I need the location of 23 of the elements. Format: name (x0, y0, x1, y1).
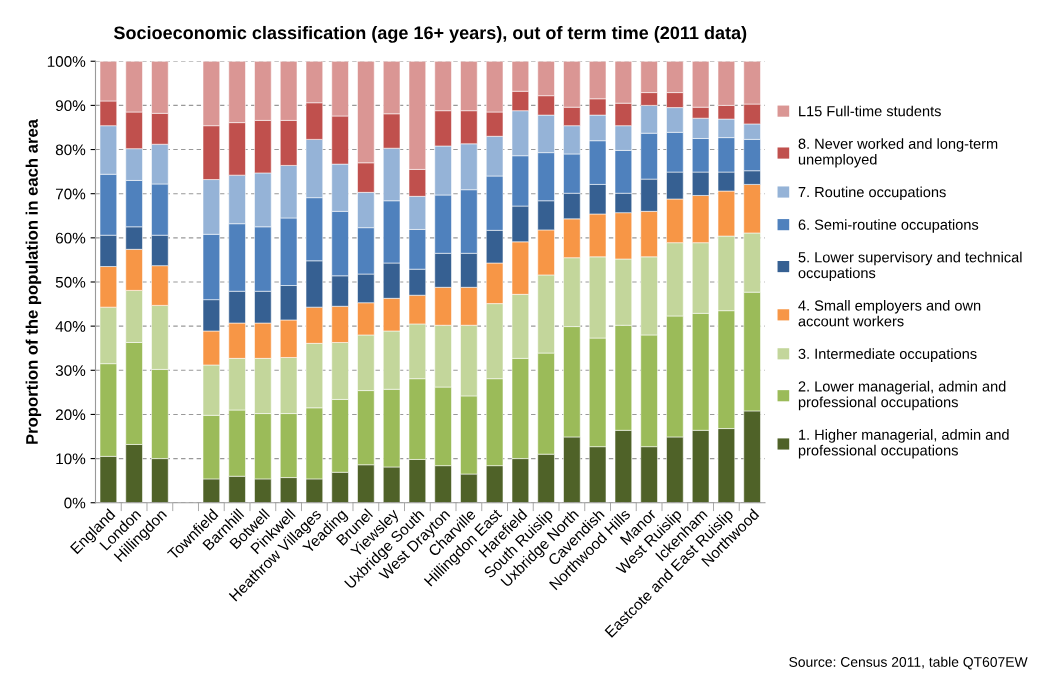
legend-label: 8. Never worked and long-term unemployed (798, 138, 998, 168)
y-tick-label: 40% (55, 321, 86, 332)
legend-label: 4. Small employers and own account workers (798, 299, 981, 327)
legend-label: 6. Semi-routine occupations (798, 219, 979, 233)
legend-label: 7. Routine occupations (798, 186, 946, 201)
source-note: Source: Census 2011, table QT607EW (789, 656, 1028, 670)
legend-label: L15 Full-time students (799, 105, 941, 117)
y-tick-label: 100% (47, 56, 86, 67)
y-tick-label: 0% (64, 497, 86, 509)
y-tick-label: 90% (55, 100, 86, 112)
chart-title: Socioeconomic classification (age 16+ years), out of term time (2011 data) (113, 25, 747, 43)
y-tick-label: 20% (55, 409, 86, 421)
legend-label: 3. Intermediate occupations (798, 348, 977, 362)
legend-label: 5. Lower supervisory and technical occupations (798, 251, 1022, 282)
y-tick-label: 50% (55, 276, 86, 288)
y-axis-title: Proportion of the population in each area (25, 118, 42, 444)
y-tick-label: 60% (55, 232, 86, 244)
y-tick-label: 70% (55, 188, 86, 200)
legend-label: 1. Higher managerial, admin and professional occupations (798, 429, 1009, 459)
legend-label: 2. Lower managerial, admin and professional occupations (798, 380, 1006, 411)
y-tick-label: 30% (55, 365, 86, 376)
y-tick-label: 10% (56, 453, 86, 465)
y-tick-label: 80% (55, 144, 86, 156)
